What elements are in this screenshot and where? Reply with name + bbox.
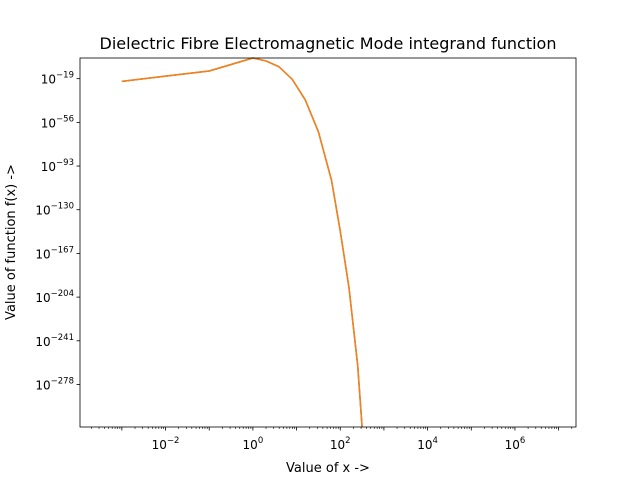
chart-title: Dielectric Fibre Electromagnetic Mode in… [100,34,557,53]
plot-frame [79,57,577,428]
series-line-2 [121,57,363,428]
y-tick-label: 10−130 [35,202,74,218]
y-tick-label: 10−167 [35,245,74,261]
y-tick-label: 10−93 [41,158,74,174]
x-tick-label: 100 [243,436,264,452]
y-tick-label: 10−56 [41,114,74,130]
y-axis-ticks: 10−19 10−56 10−93 10−130 10−167 10−204 10−241 1… [35,71,80,392]
x-tick-label: 10−2 [152,436,180,452]
y-tick-label: 10−278 [35,376,74,392]
x-tick-label: 102 [330,436,351,452]
x-tick-label: 106 [505,436,526,452]
y-tick-label: 10−19 [41,71,74,87]
series-layer [121,57,363,428]
x-tick-label: 104 [417,436,438,452]
y-axis-label: Value of function f(x) -> [4,164,19,320]
y-tick-label: 10−241 [35,333,74,349]
x-axis-label: Value of x -> [286,461,370,476]
x-axis-ticks: 10−2 100 102 104 106 [91,427,573,452]
y-tick-label: 10−204 [35,289,74,305]
